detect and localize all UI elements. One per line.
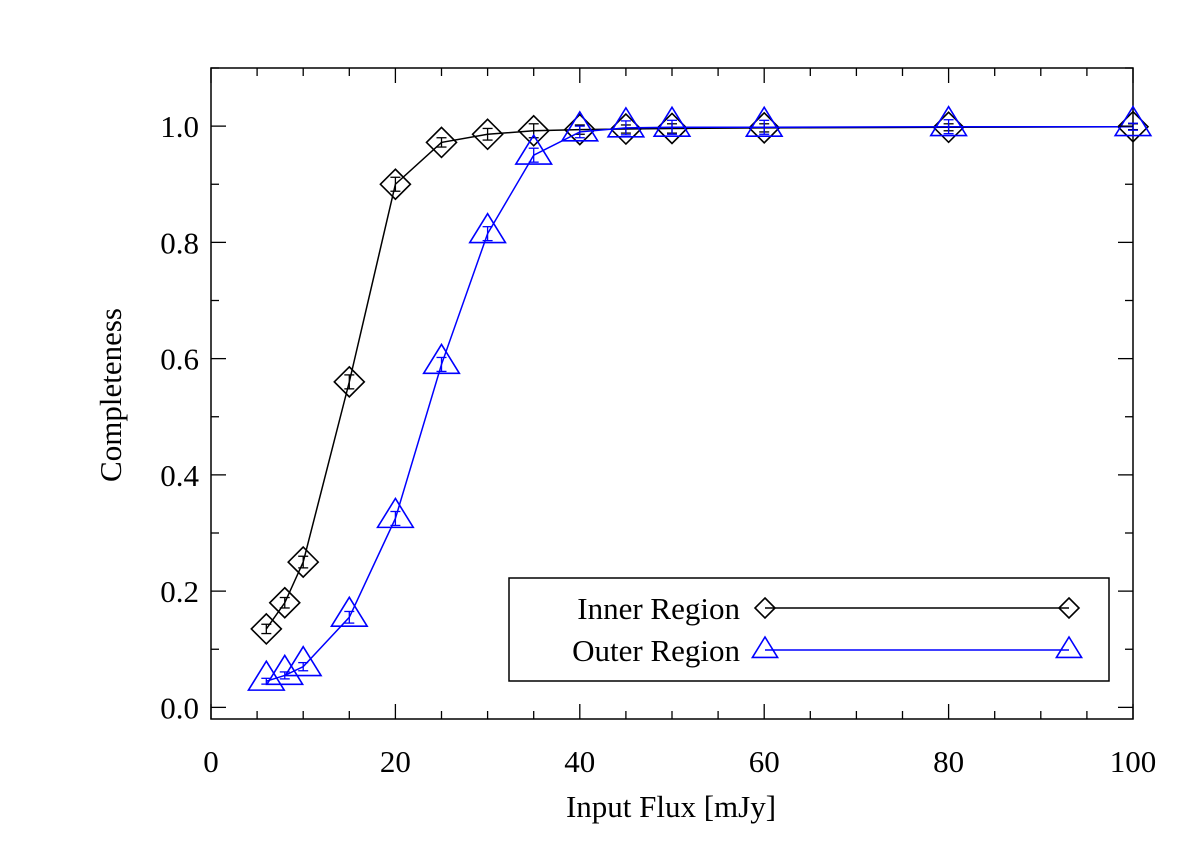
data-point xyxy=(333,365,366,399)
data-point xyxy=(514,133,553,165)
data-point xyxy=(1113,105,1153,137)
data-point xyxy=(247,659,286,691)
y-tick-label: 0.2 xyxy=(160,574,199,609)
legend-marker xyxy=(750,635,780,659)
legend-marker xyxy=(753,596,777,620)
data-point xyxy=(517,114,550,147)
data-point xyxy=(606,106,646,138)
data-point xyxy=(422,342,461,375)
legend: Inner Region Outer Region xyxy=(508,577,1110,682)
series-layer xyxy=(247,105,1153,691)
data-point xyxy=(652,105,692,137)
data-point xyxy=(268,586,301,619)
legend-marker xyxy=(1054,635,1084,659)
data-point xyxy=(560,110,600,142)
data-point xyxy=(471,118,504,151)
legend-marker xyxy=(1057,596,1081,620)
data-point xyxy=(379,168,412,201)
x-tick-label: 60 xyxy=(749,744,780,779)
y-tick-label: 0.0 xyxy=(160,690,199,725)
legend-label: Outer Region xyxy=(572,633,740,668)
data-point xyxy=(929,105,968,137)
x-tick-label: 80 xyxy=(933,744,964,779)
data-point xyxy=(250,612,283,646)
legend-box xyxy=(508,577,1110,682)
x-tick-label: 100 xyxy=(1110,744,1157,779)
data-point xyxy=(744,105,784,137)
axes-layer: 0 20 40 60 80 100 0.0 0.2 0.4 0.6 0.8 1.0 xyxy=(160,67,1157,779)
data-point xyxy=(330,595,369,627)
series-line xyxy=(265,125,1134,630)
series-outer-region xyxy=(247,105,1153,691)
data-point xyxy=(283,645,323,677)
legend-label: Inner Region xyxy=(577,591,740,626)
y-tick-label: 0.6 xyxy=(160,342,199,377)
y-tick-label: 0.8 xyxy=(160,225,199,260)
data-point xyxy=(563,113,596,146)
x-tick-label: 20 xyxy=(380,744,411,779)
data-point xyxy=(287,545,320,579)
y-tick-label: 0.4 xyxy=(160,458,199,493)
data-point xyxy=(468,212,507,244)
data-point xyxy=(425,126,458,159)
y-tick-label: 1.0 xyxy=(160,109,199,144)
series-inner-region xyxy=(250,110,1150,646)
data-point xyxy=(265,653,305,686)
x-tick-label: 0 xyxy=(203,744,219,779)
data-point xyxy=(376,496,415,529)
x-axis-title: Input Flux [mJy] xyxy=(566,789,776,824)
x-tick-label: 40 xyxy=(564,744,595,779)
y-axis-title: Completeness xyxy=(93,308,128,482)
